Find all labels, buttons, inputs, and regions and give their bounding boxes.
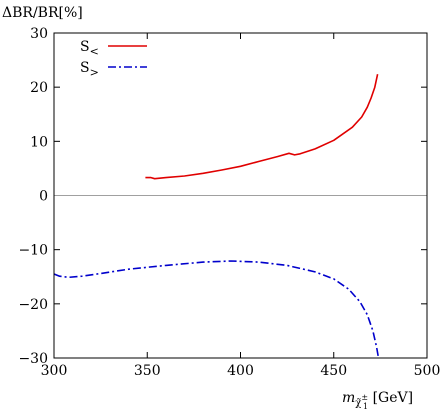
- y-tick-label: −10: [18, 243, 48, 259]
- series-line-s-less: [145, 74, 379, 180]
- y-tick-label: 0: [39, 189, 48, 205]
- legend-entry-s-less: S<: [80, 39, 147, 58]
- x-tick-label: 400: [227, 363, 254, 379]
- legend-label-s-less: S<: [80, 39, 99, 58]
- series-line-s-greater: [53, 260, 380, 359]
- y-axis-label: ΔBR/BR[%]: [2, 5, 83, 21]
- legend-label-s-greater: S>: [80, 60, 99, 79]
- plot-frame: [53, 32, 428, 359]
- y-tick-label: −20: [18, 297, 48, 313]
- legend-entry-s-greater: S>: [80, 60, 147, 79]
- x-tick-label: 500: [414, 363, 441, 379]
- y-tick-label: 10: [30, 134, 48, 150]
- y-tick-label: −30: [18, 351, 48, 367]
- x-tick-label: 450: [320, 363, 347, 379]
- x-tick-label: 350: [134, 363, 161, 379]
- x-tick-label: 300: [41, 363, 68, 379]
- y-tick-label: 20: [30, 80, 48, 96]
- series-layer: [53, 74, 380, 359]
- x-axis-label: mχ̃± 1 [GeV]: [342, 390, 413, 409]
- y-tick-label: 30: [30, 26, 48, 42]
- legend: S< S>: [80, 39, 147, 79]
- ticks-layer: 300 350 400 450 500 −30 −20 −10 0 10 20 30: [18, 26, 440, 379]
